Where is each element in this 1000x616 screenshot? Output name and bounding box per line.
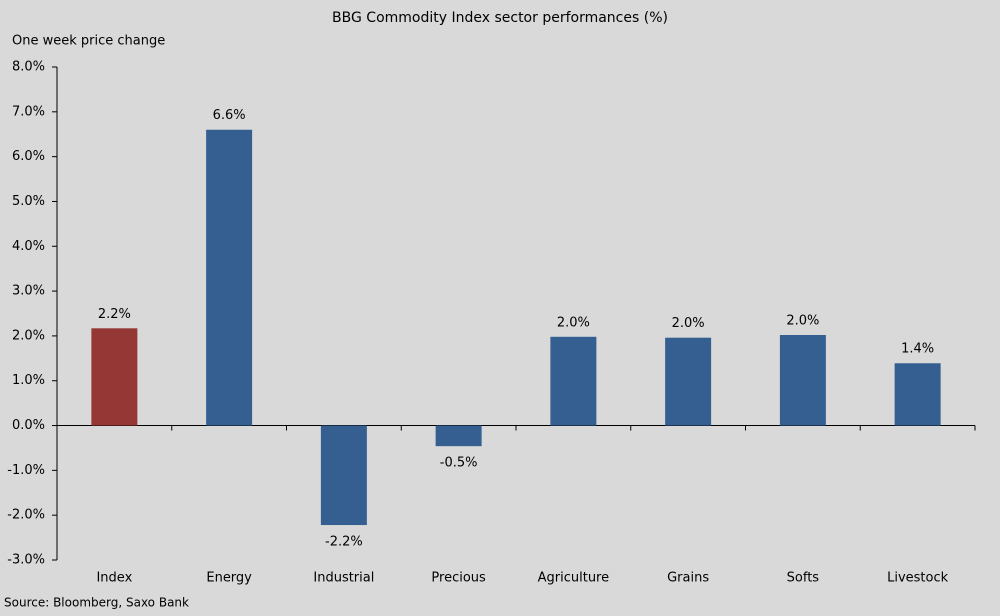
x-tick-label: Industrial [313,571,374,586]
y-tick-label: -2.0% [7,508,45,523]
data-label: 2.0% [672,316,705,331]
x-tick-label: Precious [431,571,486,586]
bar [435,425,482,447]
bar [91,328,138,426]
chart-title: BBG Commodity Index sector performances … [332,10,668,26]
y-tick-label: -3.0% [7,553,45,568]
y-tick-label: 6.0% [12,149,45,164]
data-label: 6.6% [213,108,246,123]
x-tick-label: Index [96,571,132,586]
y-tick-label: -1.0% [7,463,45,478]
bar [550,336,597,426]
data-label: 2.0% [786,314,819,329]
y-tick-label: 0.0% [12,418,45,433]
y-tick-label: 2.0% [12,328,45,343]
data-label: 2.2% [98,307,131,322]
x-tick-label: Softs [787,571,820,586]
x-tick-label: Grains [667,571,709,586]
data-label: -2.2% [325,535,363,550]
y-tick-label: 8.0% [12,60,45,75]
y-tick-label: 5.0% [12,194,45,209]
bar [894,363,941,426]
x-tick-label: Energy [206,571,252,586]
data-label: 2.0% [557,315,590,330]
y-tick-label: 4.0% [12,239,45,254]
bar [665,337,712,426]
x-tick-label: Agriculture [538,571,610,586]
bar [206,129,253,426]
x-tick-label: Livestock [887,571,949,586]
source: Source: Bloomberg, Saxo Bank [4,596,189,610]
bar [779,335,826,426]
y-tick-label: 7.0% [12,104,45,119]
data-label: 1.4% [901,342,934,357]
y-axis-label: One week price change [12,34,165,49]
bar [320,425,367,526]
y-tick-label: 1.0% [12,373,45,388]
y-tick-label: 3.0% [12,284,45,299]
data-label: -0.5% [440,456,478,471]
